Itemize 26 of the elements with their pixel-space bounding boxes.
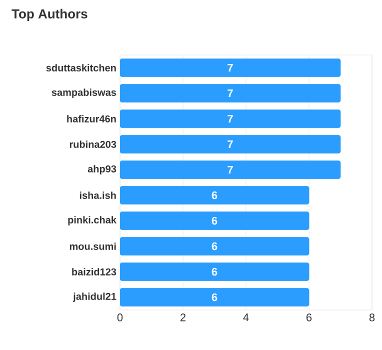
chart-title: Top Authors [12,8,88,22]
y-tick-label: rubina203 [70,140,116,148]
data-label: 7 [228,166,233,174]
data-label: 6 [212,242,218,250]
y-tick-label: mou.sumi [70,242,116,250]
data-label: 6 [212,268,218,276]
x-tick-label: 4 [243,314,249,322]
data-label: 7 [228,64,233,72]
data-label: 7 [228,114,233,123]
x-tick-label: 8 [369,314,375,322]
data-label: 6 [212,191,218,200]
y-tick-label: isha.ish [80,192,116,199]
y-tick-label: jahidul21 [72,292,116,302]
data-label: 6 [212,216,218,225]
y-tick-label: baizid123 [72,268,116,276]
x-tick-label: 6 [306,314,312,322]
y-tick-label: hafizur46n [67,115,116,122]
data-label: 6 [212,293,218,302]
y-tick-label: sampabiswas [52,88,116,98]
y-tick-label: ahp93 [88,165,116,174]
x-tick-label: 0 [117,314,123,322]
data-label: 7 [228,89,233,98]
data-label: 7 [228,140,233,148]
x-tick-label: 2 [180,314,186,322]
y-tick-label: sduttaskitchen [46,64,116,72]
y-tick-label: pinki.chak [68,216,116,226]
